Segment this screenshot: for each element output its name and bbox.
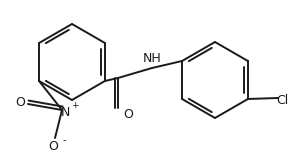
Text: Cl: Cl xyxy=(276,93,288,107)
Text: O: O xyxy=(123,107,133,121)
Text: O: O xyxy=(15,97,25,109)
Text: -: - xyxy=(62,135,66,145)
Text: NH: NH xyxy=(143,52,161,64)
Text: O: O xyxy=(48,140,58,152)
Text: +: + xyxy=(71,100,79,109)
Text: N: N xyxy=(60,105,70,119)
